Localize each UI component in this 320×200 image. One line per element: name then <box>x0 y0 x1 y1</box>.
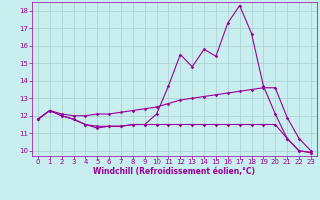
X-axis label: Windchill (Refroidissement éolien,°C): Windchill (Refroidissement éolien,°C) <box>93 167 255 176</box>
